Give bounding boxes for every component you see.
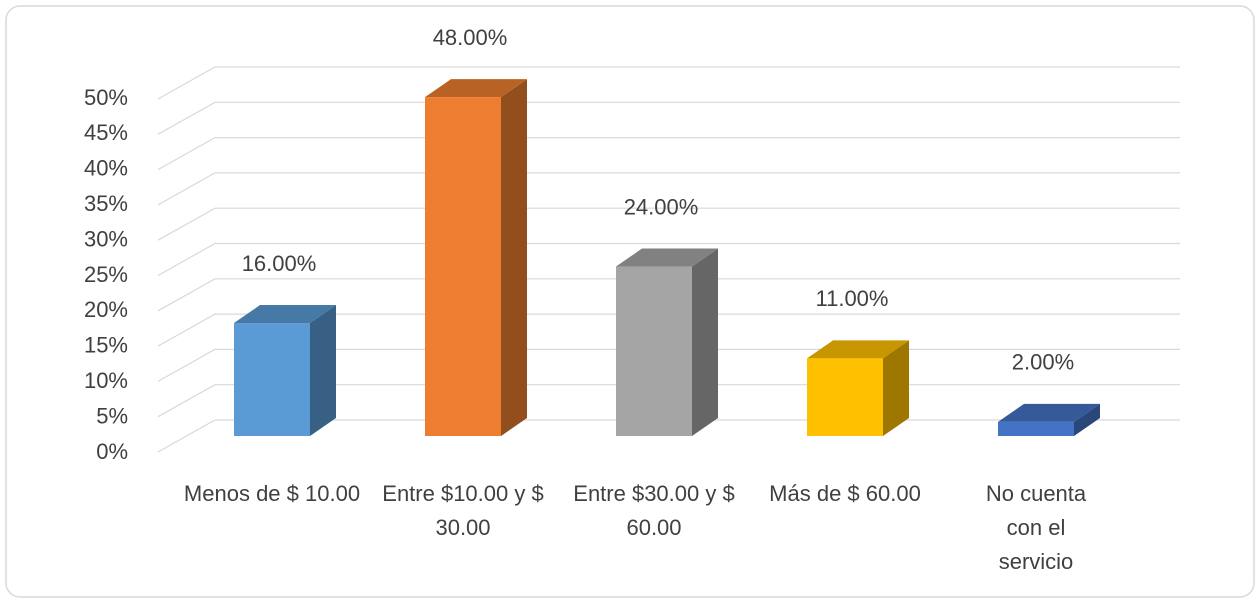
bar [616, 266, 692, 436]
grid-line [157, 172, 1180, 206]
y-tick-label: 35% [84, 191, 128, 216]
bar-top [425, 79, 527, 98]
bar-side [1074, 403, 1100, 436]
bar-side [501, 79, 527, 437]
bar-top [807, 340, 909, 359]
x-tick-label: Entre $30.00 y $ 60.00 [573, 481, 735, 540]
data-label: 2.00% [1012, 350, 1074, 375]
grid-line [157, 207, 1180, 241]
x-tick-label: No cuenta con el servicio [985, 481, 1087, 574]
grid-line [157, 278, 1180, 312]
grid-line [157, 137, 1180, 171]
x-tick-label: Más de $ 60.00 [769, 481, 921, 506]
bar [234, 323, 310, 436]
bar-side [692, 248, 718, 436]
bar-top [234, 305, 336, 324]
grid-line [157, 242, 1180, 277]
y-tick-label: 0% [96, 439, 128, 464]
y-tick-label: 10% [84, 368, 128, 393]
y-tick-label: 20% [84, 297, 128, 322]
bar [807, 358, 883, 436]
bar [998, 421, 1074, 436]
data-label: 11.00% [816, 286, 889, 311]
bar-side [883, 340, 909, 436]
bar [425, 97, 501, 437]
y-tick-label: 45% [84, 120, 128, 145]
y-tick-label: 5% [96, 403, 128, 428]
bar-top [998, 403, 1100, 422]
data-label: 24.00% [624, 194, 699, 219]
data-label: 16.00% [242, 251, 317, 276]
y-tick-label: 30% [84, 226, 128, 251]
y-tick-label: 50% [84, 85, 128, 110]
data-label: 48.00% [433, 25, 508, 50]
y-tick-label: 25% [84, 262, 128, 287]
bar-top [616, 248, 718, 267]
x-tick-label: Menos de $ 10.00 [183, 481, 361, 506]
y-tick-label: 15% [84, 333, 128, 358]
bar-side [310, 305, 336, 436]
y-tick-label: 40% [84, 156, 128, 181]
grid-line [157, 313, 1180, 347]
grid-line [157, 101, 1180, 135]
grid-line [157, 66, 1180, 100]
x-tick-label: Entre $10.00 y $ 30.00 [382, 481, 544, 540]
